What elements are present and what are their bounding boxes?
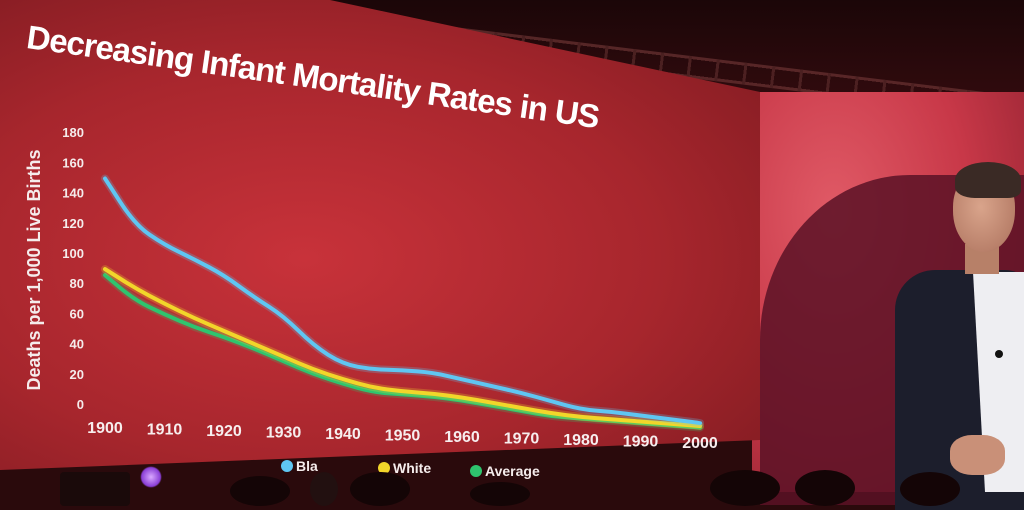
y-tick-label: 0 — [77, 397, 84, 412]
x-tick-label: 2000 — [682, 435, 718, 452]
y-axis-label: Deaths per 1,000 Live Births — [24, 149, 44, 390]
x-tick-label: 1930 — [266, 425, 302, 442]
presenter-hair — [955, 162, 1021, 198]
x-tick-label: 1950 — [385, 428, 421, 445]
stage-light-icon — [140, 466, 162, 488]
audience-head — [710, 470, 780, 506]
presenter — [895, 160, 1024, 492]
audience-head — [900, 472, 960, 506]
x-tick-label: 1990 — [623, 434, 659, 451]
series-line-black — [105, 179, 700, 424]
y-tick-label: 180 — [62, 125, 84, 140]
y-tick-label: 40 — [70, 337, 84, 352]
audience-head — [230, 476, 290, 506]
x-tick-label: 1940 — [325, 426, 361, 443]
camera-icon — [310, 472, 338, 506]
series-group — [105, 178, 700, 427]
y-tick-label: 100 — [62, 246, 84, 261]
audience-head — [350, 472, 410, 506]
series-glow-white — [105, 269, 700, 426]
chart-title: Decreasing Infant Mortality Rates in US — [25, 18, 602, 135]
y-axis: 0 20 40 60 80 100 120 140 160 180 — [62, 125, 84, 412]
y-tick-label: 120 — [62, 216, 84, 231]
lapel-mic-icon — [995, 350, 1003, 358]
series-glow-black — [105, 179, 700, 424]
series-line-white — [105, 269, 700, 426]
x-tick-label: 1920 — [206, 423, 242, 440]
x-tick-label: 1980 — [563, 432, 599, 449]
y-tick-label: 140 — [62, 186, 84, 201]
line-chart: Decreasing Infant Mortality Rates in US … — [0, 0, 1024, 492]
x-tick-label: 1900 — [87, 420, 123, 437]
audience — [0, 462, 1024, 492]
y-tick-label: 160 — [62, 155, 84, 170]
x-tick-label: 1960 — [444, 429, 480, 446]
x-tick-label: 1910 — [147, 422, 183, 439]
audience-head — [795, 470, 855, 506]
series-line-average — [105, 275, 700, 428]
x-tick-label: 1970 — [504, 431, 540, 448]
series-glow-average — [105, 275, 700, 428]
y-tick-label: 60 — [70, 306, 84, 321]
audience-head — [470, 482, 530, 506]
y-tick-label: 80 — [70, 276, 84, 291]
y-tick-label: 20 — [70, 367, 84, 382]
stage-speaker — [60, 472, 130, 506]
